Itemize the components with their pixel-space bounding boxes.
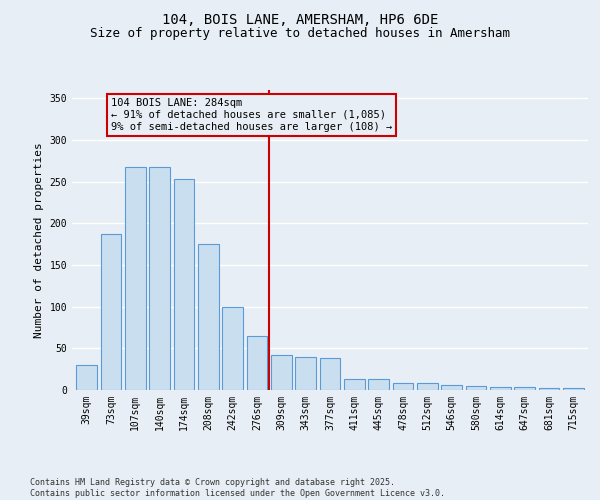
- Bar: [539, 388, 559, 390]
- Bar: [149, 166, 170, 390]
- Bar: [466, 386, 487, 390]
- Bar: [76, 365, 97, 390]
- Bar: [295, 356, 316, 390]
- Text: 104 BOIS LANE: 284sqm
← 91% of detached houses are smaller (1,085)
9% of semi-de: 104 BOIS LANE: 284sqm ← 91% of detached …: [111, 98, 392, 132]
- Bar: [271, 355, 292, 390]
- Bar: [247, 336, 268, 390]
- Bar: [125, 166, 146, 390]
- Text: 104, BOIS LANE, AMERSHAM, HP6 6DE: 104, BOIS LANE, AMERSHAM, HP6 6DE: [162, 12, 438, 26]
- Bar: [101, 234, 121, 390]
- Bar: [442, 385, 462, 390]
- Bar: [222, 306, 243, 390]
- Bar: [490, 386, 511, 390]
- Bar: [514, 386, 535, 390]
- Bar: [563, 388, 584, 390]
- Y-axis label: Number of detached properties: Number of detached properties: [34, 142, 44, 338]
- Bar: [417, 384, 438, 390]
- Bar: [173, 179, 194, 390]
- Bar: [344, 379, 365, 390]
- Bar: [368, 379, 389, 390]
- Bar: [198, 244, 218, 390]
- Text: Size of property relative to detached houses in Amersham: Size of property relative to detached ho…: [90, 28, 510, 40]
- Bar: [320, 358, 340, 390]
- Text: Contains HM Land Registry data © Crown copyright and database right 2025.
Contai: Contains HM Land Registry data © Crown c…: [30, 478, 445, 498]
- Bar: [392, 382, 413, 390]
